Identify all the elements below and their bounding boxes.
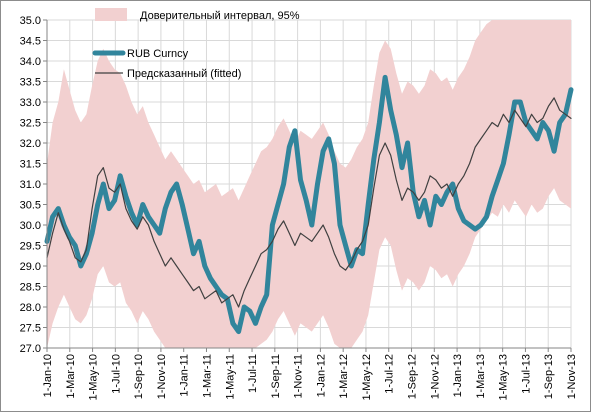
series-lines (44, 74, 574, 335)
y-tick-label-12: 33.0 (20, 97, 41, 109)
legend-swatch-band (95, 8, 127, 21)
x-tick-labels: 1-Jan-10 1-Mar-10 1-May-10 1-Jul-10 1-Sep-10… (42, 354, 578, 400)
confidence-band-area (47, 20, 571, 348)
x-tick-label-19: 1-Mar-13 (475, 354, 487, 399)
y-tick-label-1: 27.5 (20, 323, 41, 335)
y-tick-label-0: 27.0 (20, 343, 41, 355)
y-tick-label-14: 34.0 (20, 56, 41, 68)
x-tick-label-4: 1-Sep-10 (133, 354, 145, 399)
x-tick-label-18: 1-Jan-13 (452, 354, 464, 397)
x-tick-label-15: 1-Jul-12 (384, 354, 396, 394)
y-tick-label-13: 33.5 (20, 77, 41, 89)
x-tick-label-1: 1-Mar-10 (65, 354, 77, 399)
y-tick-label-8: 31.0 (20, 179, 41, 191)
y-tick-label-16: 35.0 (20, 15, 41, 27)
x-tick-label-21: 1-Jul-13 (520, 354, 532, 394)
y-tick-label-10: 32.0 (20, 138, 41, 150)
x-tick-label-20: 1-May-13 (498, 354, 510, 400)
y-tick-label-11: 32.5 (20, 118, 41, 130)
x-tick-label-6: 1-Jan-11 (179, 354, 191, 397)
x-tick-label-16: 1-Sep-12 (407, 354, 419, 399)
y-tick-label-9: 31.5 (20, 159, 41, 171)
x-tick-label-12: 1-Jan-12 (315, 354, 327, 397)
rub-curncy-line (44, 74, 574, 335)
y-tick-label-15: 34.5 (20, 36, 41, 48)
y-tick-label-2: 28.0 (20, 302, 41, 314)
x-tick-label-2: 1-May-10 (88, 354, 100, 400)
x-tick-label-7: 1-Mar-11 (201, 354, 213, 398)
x-tick-label-10: 1-Sep-11 (270, 354, 282, 398)
axes (43, 19, 572, 352)
legend: Доверительный интервал, 95% RUB Curncy Пре… (92, 8, 300, 80)
y-tick-label-3: 28.5 (20, 282, 41, 294)
x-tick-label-0: 1-Jan-10 (42, 354, 54, 397)
x-tick-label-23: 1-Nov-13 (566, 354, 578, 399)
x-tick-label-13: 1-Mar-12 (338, 354, 350, 399)
fitted-line (46, 97, 572, 308)
y-tick-label-4: 29.0 (20, 261, 41, 273)
y-tick-labels: 27.0 27.5 28.0 28.5 29.0 29.5 30.0 30.5 31.0 31.5… (20, 15, 41, 355)
x-tick-label-8: 1-May-11 (224, 354, 236, 400)
y-tick-label-7: 30.5 (20, 200, 41, 212)
legend-label-fitted: Предсказанный (fitted) (127, 68, 241, 80)
x-tick-label-14: 1-May-12 (361, 354, 373, 400)
legend-label-band: Доверительный интервал, 95% (140, 10, 300, 22)
x-tick-label-11: 1-Nov-11 (293, 354, 305, 398)
y-tick-label-6: 30.0 (20, 220, 41, 232)
x-tick-label-17: 1-Nov-12 (429, 354, 441, 399)
y-tick-label-5: 29.5 (20, 241, 41, 253)
x-tick-label-3: 1-Jul-10 (110, 354, 122, 394)
x-tick-label-5: 1-Nov-10 (156, 354, 168, 399)
legend-label-rub: RUB Curncy (127, 48, 189, 60)
x-tick-label-9: 1-Jul-11 (247, 354, 259, 393)
confidence-band (47, 20, 571, 348)
x-tick-label-22: 1-Sep-13 (543, 354, 555, 399)
